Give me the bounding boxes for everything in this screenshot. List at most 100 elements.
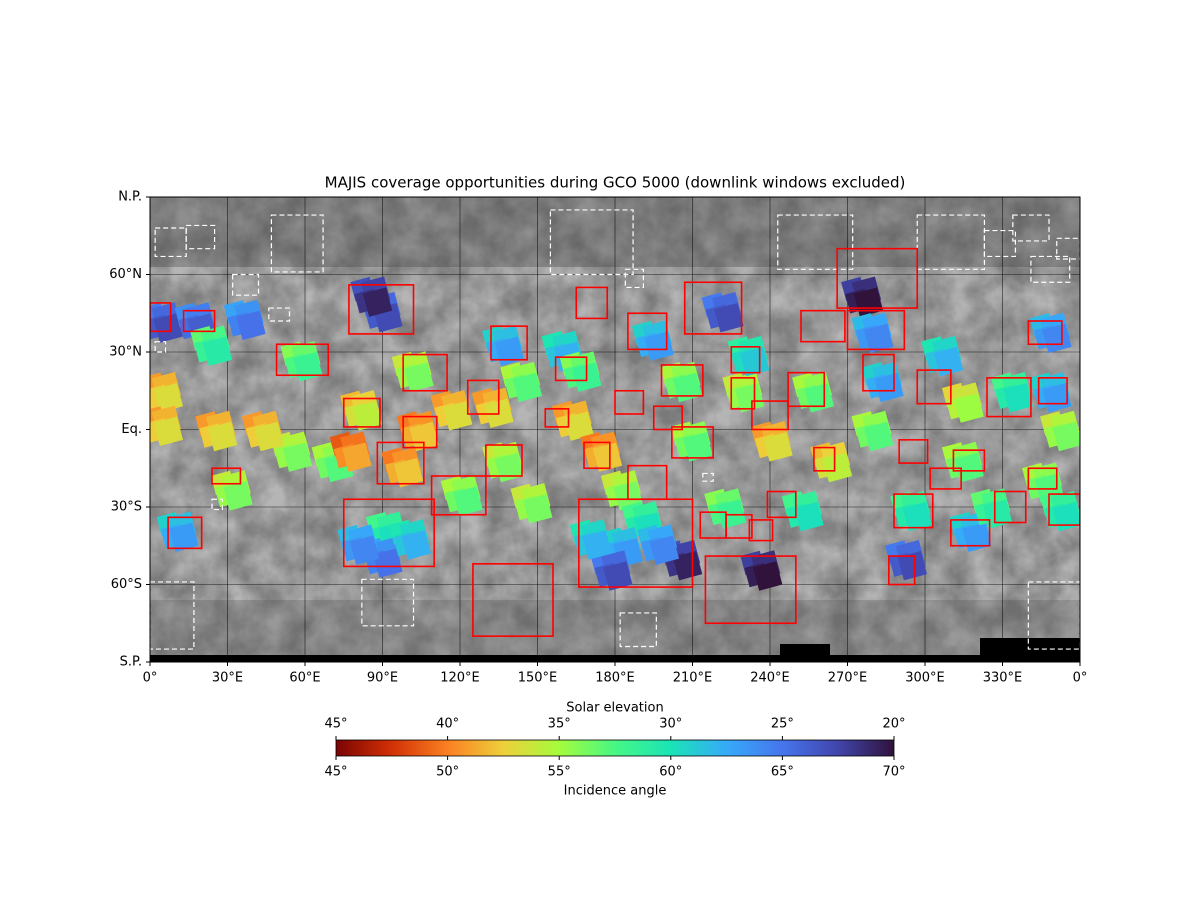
excluded-window: [549, 209, 634, 276]
opportunity-box: [652, 405, 683, 431]
colorbar-tick-label: 55°: [548, 765, 571, 780]
opportunity-box: [730, 346, 761, 374]
coverage-footprint: [352, 401, 382, 431]
coverage-footprint: [362, 287, 393, 317]
colorbar-tick-label: 50°: [436, 765, 459, 780]
coverage-footprint: [672, 550, 703, 581]
coverage-footprint: [223, 481, 253, 511]
opportunity-box: [888, 555, 916, 586]
opportunity-box: [275, 343, 330, 377]
coverage-footprint: [512, 372, 543, 403]
opportunity-box: [898, 439, 929, 464]
excluded-window: [270, 214, 324, 273]
colorbar-tick-label: 70°: [882, 765, 905, 780]
coverage-footprint: [342, 442, 372, 472]
x-tick-label: 0°: [143, 671, 158, 686]
x-tick-label: 150°E: [518, 671, 558, 686]
coverage-footprint: [603, 561, 633, 591]
y-tick-label: 60°S: [111, 577, 142, 592]
opportunity-box: [836, 247, 919, 309]
opportunity-box: [485, 444, 523, 477]
coverage-footprint: [254, 421, 284, 452]
opportunity-box: [704, 555, 797, 625]
coverage-footprint: [236, 310, 266, 341]
coverage-footprint: [933, 346, 964, 377]
opportunity-box: [671, 426, 714, 459]
opportunity-box: [846, 309, 906, 351]
opportunity-box: [813, 446, 836, 472]
x-tick-label: 30°E: [212, 671, 243, 686]
colorbar-tick-label: 65°: [771, 765, 794, 780]
coverage-footprint: [202, 336, 233, 366]
coverage-footprint: [1042, 383, 1072, 413]
opportunity-box: [1048, 493, 1080, 526]
opportunity-box: [950, 519, 991, 547]
excluded-window: [1056, 237, 1080, 260]
coverage-footprint: [740, 346, 770, 377]
opportunity-box: [787, 371, 826, 408]
excluded-window: [154, 227, 187, 258]
coverage-footprint: [153, 313, 184, 343]
excluded-window: [185, 224, 216, 250]
opportunity-box: [1027, 320, 1063, 346]
coverage-footprint: [404, 362, 434, 392]
opportunity-box: [466, 379, 500, 415]
x-tick-label: 0°: [1073, 671, 1088, 686]
opportunity-box: [167, 516, 203, 550]
opportunity-box: [182, 309, 216, 333]
opportunity-box: [751, 400, 789, 431]
opportunity-box: [627, 312, 668, 351]
coverage-footprint: [401, 530, 432, 560]
coverage-footprint: [752, 561, 783, 591]
y-tick-label: 30°S: [111, 500, 142, 515]
opportunity-box: [725, 513, 753, 539]
excluded-window: [268, 307, 291, 322]
excluded-window: [702, 472, 714, 482]
opportunity-box: [402, 415, 438, 449]
opportunity-box: [348, 284, 415, 335]
opportunity-box: [993, 490, 1027, 524]
opportunity-box: [544, 408, 570, 428]
coverage-footprint: [683, 432, 713, 462]
opportunity-box: [929, 467, 962, 490]
excluded-window: [916, 214, 986, 270]
coverage-footprint: [1052, 501, 1080, 532]
coverage-footprint: [207, 421, 238, 452]
opportunity-box: [893, 493, 934, 529]
x-tick-label: 300°E: [905, 671, 945, 686]
x-tick-label: 180°E: [595, 671, 635, 686]
opportunity-box: [614, 389, 645, 415]
colorbar-tick-label: 60°: [659, 765, 682, 780]
coverage-footprint: [714, 302, 744, 333]
opportunity-box: [660, 364, 704, 397]
coverage-footprint: [874, 372, 904, 403]
opportunity-box: [1037, 377, 1068, 405]
opportunity-box: [554, 356, 588, 382]
x-tick-label: 270°E: [828, 671, 868, 686]
colorbar-top-tick-label: 30°: [659, 717, 682, 732]
opportunity-box: [430, 475, 487, 516]
excluded-window: [983, 229, 1017, 258]
opportunity-box: [342, 397, 381, 428]
coverage-footprint: [822, 452, 853, 483]
colorbar-top-tick-label: 20°: [882, 717, 905, 732]
y-tick-label: 30°N: [109, 345, 142, 360]
coverage-footprint: [582, 530, 612, 560]
colorbar-top-tick-label: 25°: [771, 717, 794, 732]
coverage-footprint: [763, 432, 793, 462]
coverage-footprint: [804, 383, 835, 413]
coverage-footprint: [282, 442, 313, 472]
coverage-footprint: [592, 442, 623, 472]
y-tick-label: N.P.: [118, 190, 142, 205]
coverage-footprint: [494, 336, 525, 366]
coverage-footprint: [853, 287, 884, 317]
coverage-footprint: [897, 550, 928, 581]
coverage-footprint: [393, 457, 424, 488]
x-tick-label: 90°E: [367, 671, 398, 686]
excluded-window: [619, 612, 657, 648]
coverage-footprint: [672, 372, 703, 403]
opportunity-box: [862, 353, 895, 392]
colorbar-top-tick-label: 45°: [324, 717, 347, 732]
opportunity-box: [952, 449, 986, 472]
